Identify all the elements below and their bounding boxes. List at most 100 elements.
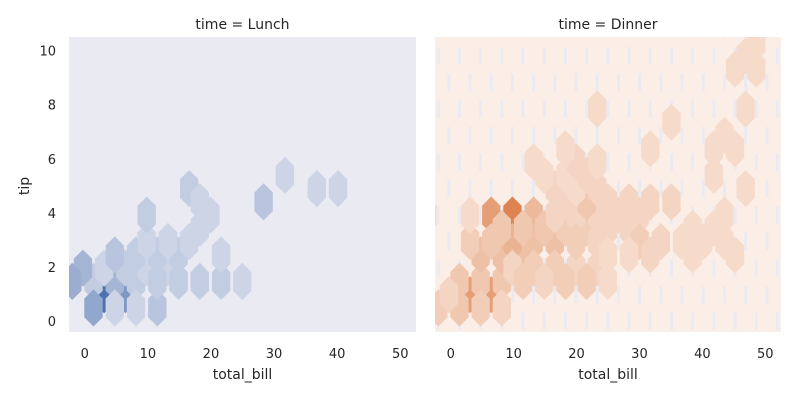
hex-empty [768, 116, 781, 155]
hex-empty [222, 302, 241, 332]
hex-empty [704, 276, 723, 314]
hex-empty [42, 170, 60, 207]
hex-empty [471, 63, 490, 101]
hex-empty [382, 116, 401, 155]
hex-empty [73, 143, 93, 181]
hex-empty [790, 64, 800, 101]
hex-empty [69, 63, 82, 101]
hex-bin [641, 130, 660, 168]
hex-empty [392, 196, 411, 234]
hex-empty [69, 223, 82, 261]
hex-empty [694, 0, 712, 22]
x-tick-label: 10 [140, 347, 157, 362]
hex-empty [439, 37, 458, 75]
hex-empty [413, 203, 416, 227]
hex-empty [435, 44, 437, 68]
hex-empty [778, 97, 781, 121]
hex-empty [435, 150, 437, 174]
hex-empty [778, 44, 781, 68]
hex-bin [126, 289, 146, 327]
x-axis-label: total_bill [213, 367, 273, 383]
hex-empty [222, 143, 241, 181]
hex-empty [524, 302, 543, 332]
hex-empty [350, 37, 369, 75]
hex-bin [598, 236, 617, 274]
hex-bin [137, 196, 156, 234]
hex-empty [360, 276, 380, 314]
hex-empty [694, 37, 713, 75]
hex-empty [233, 63, 252, 101]
hex-empty [328, 249, 348, 287]
hex-empty [339, 116, 358, 155]
hex-bin [535, 262, 554, 300]
hex-empty [296, 223, 316, 261]
hex-empty [630, 90, 649, 128]
hex-empty [393, 0, 411, 22]
hex-empty [154, 329, 161, 332]
hex-empty [704, 37, 723, 48]
hex-empty [435, 203, 437, 227]
hex-empty [619, 276, 639, 314]
hex-empty [668, 329, 675, 332]
hex-empty [768, 63, 781, 101]
hex-empty [492, 116, 511, 155]
hex-empty [647, 329, 654, 332]
hex-empty [382, 170, 401, 208]
hex-empty [138, 0, 156, 22]
hex-empty [588, 302, 607, 332]
hex-empty [672, 37, 692, 75]
y-tick-label: 10 [39, 45, 56, 60]
hex-empty [222, 90, 241, 128]
hex-empty [790, 329, 800, 366]
hex-empty [360, 223, 380, 261]
hex-bin [492, 289, 511, 327]
hex-empty [371, 143, 390, 181]
hex-empty [201, 90, 220, 128]
y-axis-label: tip [17, 177, 33, 195]
hex-empty [619, 63, 639, 101]
hex-empty [556, 63, 575, 101]
hex-empty [105, 63, 124, 101]
hex-bin [460, 223, 480, 261]
hex-empty [513, 63, 533, 101]
hex-bin [641, 236, 660, 274]
hex-empty [460, 143, 480, 181]
hex-empty [747, 116, 766, 155]
hex-empty [265, 302, 284, 332]
hex-empty [408, 329, 426, 366]
hex-empty [403, 63, 416, 101]
hex-empty [471, 116, 490, 155]
hex-empty [350, 302, 369, 332]
hex-empty [460, 37, 480, 75]
hex-empty [683, 37, 702, 48]
hex-empty [169, 116, 188, 155]
hex-empty [42, 329, 60, 366]
hex-empty [318, 116, 337, 155]
hex-empty [630, 37, 649, 75]
hex-empty [425, 329, 443, 366]
hex-bin [254, 183, 273, 221]
hex-empty [265, 37, 284, 75]
hex-empty [116, 196, 135, 234]
x-tick-label: 40 [329, 347, 346, 362]
hex-empty [566, 90, 586, 128]
hex-empty [392, 249, 411, 287]
hex-empty [339, 223, 358, 261]
hex-empty [609, 302, 628, 332]
hex-empty [303, 329, 309, 332]
hex-empty [116, 0, 134, 22]
hex-empty [413, 150, 416, 174]
hex-empty [790, 223, 800, 260]
hex-bin [105, 289, 124, 327]
x-tick-label: 30 [266, 347, 283, 362]
hex-empty [683, 170, 702, 208]
hex-empty [307, 302, 326, 332]
hex-empty [435, 223, 448, 261]
hex-empty [403, 170, 416, 208]
hex-empty [84, 170, 103, 208]
hex-empty [158, 143, 178, 181]
hex-empty [503, 143, 522, 181]
hex-bin [190, 262, 209, 300]
hex-empty [535, 116, 554, 155]
hex-empty [471, 37, 490, 48]
